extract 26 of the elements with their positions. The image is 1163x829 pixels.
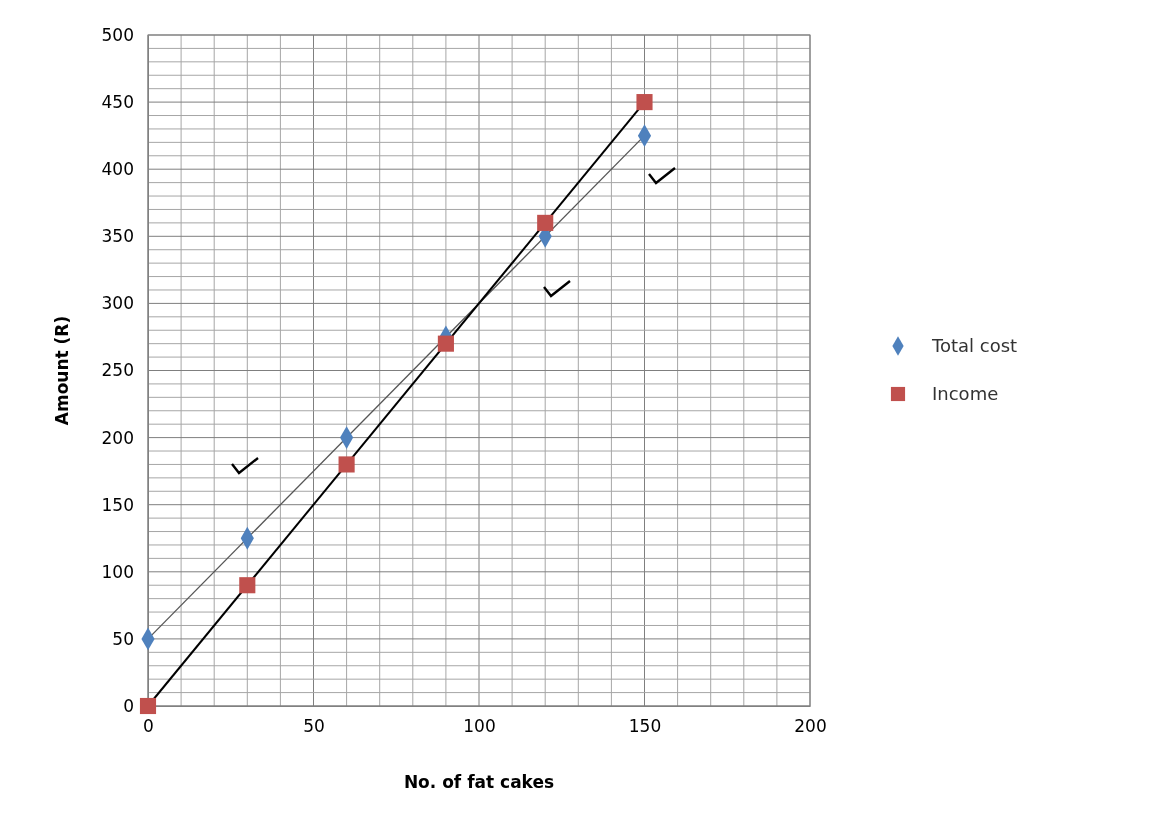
point: [636, 94, 653, 111]
point: [239, 577, 256, 594]
y-tick-label: 450: [101, 92, 134, 113]
point: [537, 214, 554, 231]
point: [437, 335, 454, 352]
legend-label: Total cost: [931, 335, 1018, 356]
x-tick-label: 150: [628, 716, 662, 737]
legend-label: Income: [932, 383, 999, 404]
y-tick-label: 250: [101, 360, 134, 381]
point: [139, 697, 157, 715]
y-tick-label: 350: [101, 226, 134, 247]
y-tick-label: 500: [101, 24, 134, 45]
x-tick-label: 100: [463, 716, 496, 737]
y-tick-label: 400: [101, 159, 134, 180]
y-tick-label: 200: [101, 427, 134, 448]
y-tick-label: 50: [112, 628, 134, 649]
x-tick-label: 50: [303, 716, 325, 737]
point: [338, 456, 355, 473]
y-tick-label: 150: [101, 494, 134, 515]
x-tick-label: 200: [794, 716, 827, 737]
x-axis-title: No. of fat cakes: [403, 772, 555, 792]
y-tick-label: 100: [101, 561, 134, 582]
x-tick-label: 0: [143, 716, 154, 737]
y-tick-label: 300: [101, 293, 134, 314]
y-tick-label: 0: [123, 695, 134, 716]
y-axis-title: Amount (R): [52, 315, 72, 426]
